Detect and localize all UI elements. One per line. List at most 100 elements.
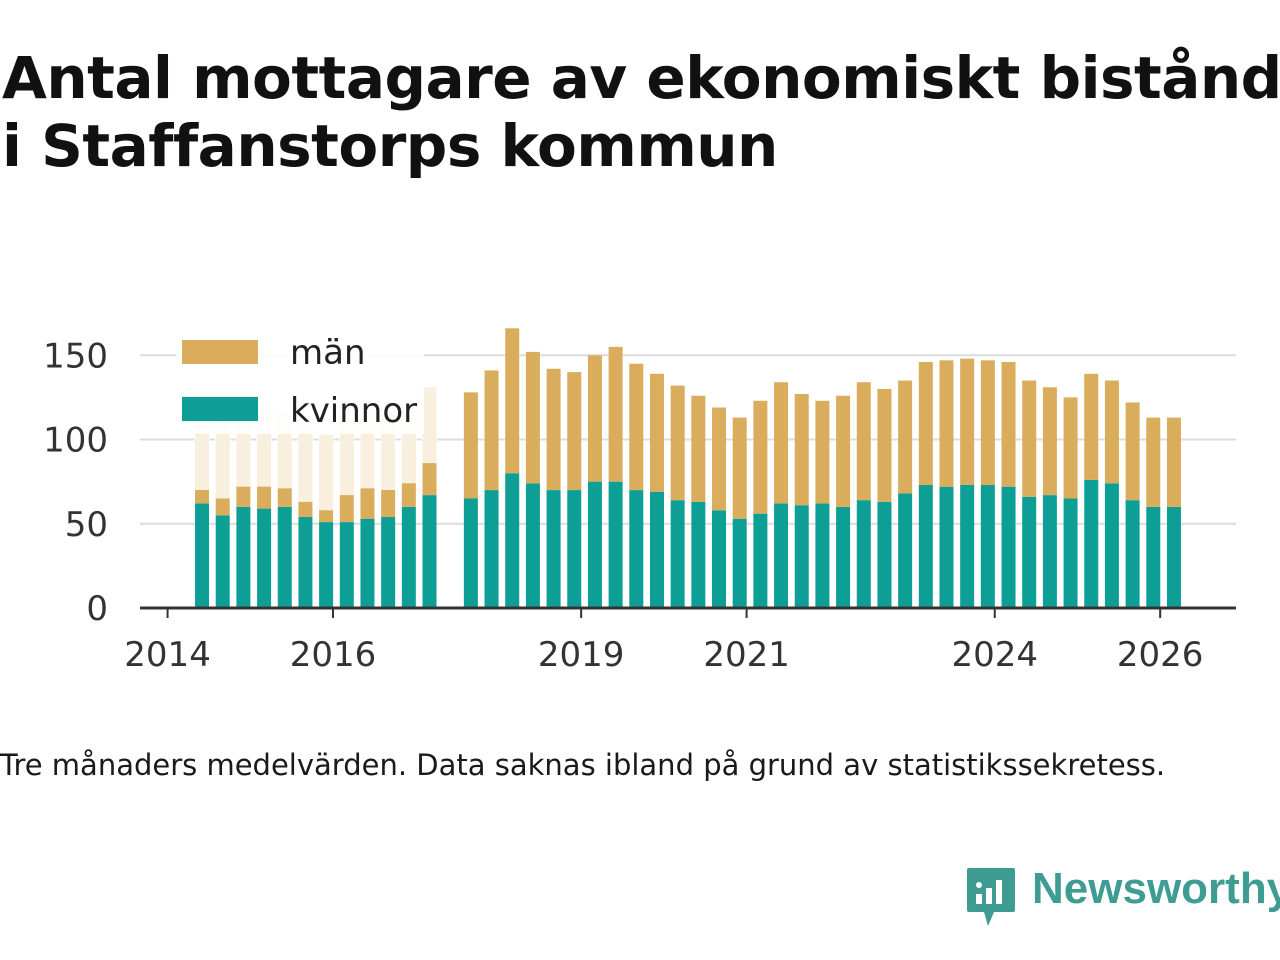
bar-kvinnor <box>815 503 830 608</box>
bar-man <box>898 380 913 494</box>
bar-man <box>856 382 871 501</box>
bar-kvinnor <box>794 505 809 608</box>
brand-name: Newsworthy <box>1032 864 1280 913</box>
title-line-2: i Staffanstorps kommun <box>2 112 778 180</box>
newsworthy-logo-icon <box>967 868 1015 926</box>
bar-man <box>877 388 892 502</box>
bar-kvinnor <box>401 506 416 608</box>
bar-kvinnor <box>236 506 251 608</box>
bar-man <box>567 372 582 491</box>
bar-kvinnor <box>215 515 230 608</box>
bar-man <box>629 363 644 491</box>
bar-man <box>794 394 809 506</box>
bar-fade-overlay <box>338 418 355 496</box>
bar-kvinnor <box>629 490 644 608</box>
bar-man <box>608 346 623 482</box>
bar-kvinnor <box>257 508 272 608</box>
bar-kvinnor <box>939 486 954 608</box>
legend-swatch-kvinnor <box>182 397 258 421</box>
bar-kvinnor <box>1084 479 1099 608</box>
bar-kvinnor <box>1166 506 1181 608</box>
bar-man <box>1001 362 1016 487</box>
bar-man <box>525 351 540 484</box>
stacked-bar-chart: 0 50 100 150 2014 2016 2019 2021 2024 2026 män kv… <box>43 328 1236 675</box>
bar-kvinnor <box>960 485 975 608</box>
bar-man <box>980 360 995 486</box>
bar-man <box>918 362 933 486</box>
bar-kvinnor <box>422 495 437 608</box>
bar-kvinnor <box>463 498 478 608</box>
y-tick-label: 0 <box>86 589 108 629</box>
bar-fade-overlay <box>318 433 335 511</box>
bar-man <box>505 328 520 474</box>
y-axis-ticks: 0 50 100 150 <box>43 336 108 629</box>
bar-fade-overlay <box>421 386 438 464</box>
bar-fade-overlay <box>297 425 314 502</box>
chart-title: Antal mottagare av ekonomiskt bistånd i … <box>2 44 1280 180</box>
bar-kvinnor <box>381 517 396 608</box>
bar-kvinnor <box>753 513 768 608</box>
legend-label-kvinnor: kvinnor <box>290 391 417 431</box>
bar-man <box>1104 380 1119 484</box>
bar-kvinnor <box>319 522 334 608</box>
bar-man <box>732 417 747 519</box>
bar-kvinnor <box>608 481 623 608</box>
y-tick-label: 150 <box>43 336 108 376</box>
bar-kvinnor <box>1146 506 1161 608</box>
x-tick-label: 2024 <box>951 635 1038 675</box>
bar-man <box>1146 417 1161 507</box>
y-tick-label: 50 <box>65 505 108 545</box>
bar-man <box>484 370 499 491</box>
bar-kvinnor <box>298 517 313 608</box>
bar-fade-overlay <box>214 421 231 499</box>
bar-kvinnor <box>1125 500 1140 608</box>
bar-man <box>1125 402 1140 501</box>
bar-kvinnor <box>774 503 789 608</box>
title-line-1: Antal mottagare av ekonomiskt bistånd <box>2 44 1280 112</box>
bar-kvinnor <box>360 518 375 608</box>
bar-kvinnor <box>587 481 602 608</box>
x-tick-label: 2014 <box>124 635 211 675</box>
x-axis: 2014 2016 2019 2021 2024 2026 <box>124 606 1236 675</box>
bar-man <box>836 395 851 507</box>
bar-man <box>960 358 975 486</box>
bar-kvinnor <box>691 501 706 608</box>
legend-label-man: män <box>290 333 366 373</box>
bar-kvinnor <box>505 473 520 608</box>
bar-kvinnor <box>1063 498 1078 608</box>
bar-man <box>774 382 789 504</box>
bar-kvinnor <box>525 483 540 608</box>
bar-kvinnor <box>877 501 892 608</box>
bar-kvinnor <box>567 490 582 608</box>
bar-kvinnor <box>836 506 851 608</box>
bar-man <box>1063 397 1078 499</box>
bar-man <box>939 360 954 487</box>
bar-kvinnor <box>1001 486 1016 608</box>
bar-man <box>1166 417 1181 507</box>
newsworthy-brand[interactable]: Newsworthy <box>962 862 1280 928</box>
y-tick-label: 100 <box>43 421 108 461</box>
bar-kvinnor <box>546 490 561 608</box>
x-tick-label: 2026 <box>1117 635 1204 675</box>
bar-kvinnor <box>195 503 210 608</box>
bar-kvinnor <box>339 522 354 608</box>
bar-man <box>1022 380 1037 497</box>
bar-man <box>1084 373 1099 480</box>
bar-man <box>815 400 830 504</box>
bar-man <box>670 385 685 501</box>
footnote: Tre månaders medelvärden. Data saknas ib… <box>0 748 1166 782</box>
bar-kvinnor <box>484 490 499 608</box>
bar-kvinnor <box>1022 496 1037 608</box>
bar-kvinnor <box>649 491 664 608</box>
x-tick-label: 2016 <box>290 635 377 675</box>
bar-man <box>546 368 561 491</box>
bar-kvinnor <box>1104 483 1119 608</box>
bar-kvinnor <box>898 493 913 608</box>
bar-man <box>691 395 706 502</box>
legend-swatch-man <box>182 340 258 364</box>
bar-man <box>1042 387 1057 496</box>
bar-man <box>649 373 664 492</box>
bar-kvinnor <box>856 500 871 608</box>
bar-kvinnor <box>980 485 995 608</box>
bar-kvinnor <box>712 510 727 608</box>
